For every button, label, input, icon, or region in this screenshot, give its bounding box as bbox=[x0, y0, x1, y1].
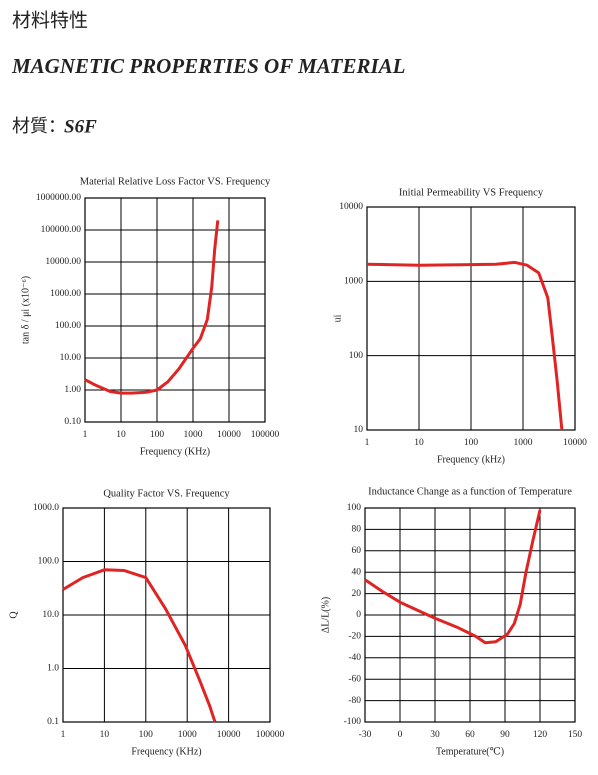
x-axis-label: Frequency (kHz) bbox=[437, 454, 505, 465]
y-tick-label: 100 bbox=[349, 351, 364, 361]
x-tick-label: 1000 bbox=[514, 438, 533, 448]
x-tick-label: 0 bbox=[398, 730, 403, 740]
x-tick-label: 1000 bbox=[178, 730, 197, 740]
x-axis-label: Frequency (KHz) bbox=[131, 746, 201, 757]
x-tick-label: 90 bbox=[500, 730, 510, 740]
title-zh: 材料特性 bbox=[12, 9, 88, 31]
x-tick-label: 10 bbox=[116, 430, 126, 440]
y-tick-label: 100000.00 bbox=[41, 225, 82, 235]
x-tick-label: 10000 bbox=[217, 430, 241, 440]
y-tick-label: 0.10 bbox=[64, 417, 81, 427]
x-tick-label: 100 bbox=[139, 730, 154, 740]
y-tick-label: 100.00 bbox=[55, 321, 81, 331]
y-tick-label: 1000.0 bbox=[33, 503, 59, 513]
y-axis-label: tan δ / μi (x10⁻⁶) bbox=[20, 276, 31, 344]
y-axis-label: Q bbox=[8, 611, 19, 619]
x-tick-label: 100 bbox=[150, 430, 165, 440]
y-tick-label: 1000 bbox=[344, 277, 363, 287]
y-tick-label: 10 bbox=[354, 425, 364, 435]
plot-area bbox=[84, 197, 266, 423]
x-tick-label: 10000 bbox=[563, 438, 587, 448]
y-tick-label: 0.1 bbox=[47, 717, 59, 727]
x-tick-label: 100000 bbox=[256, 730, 285, 740]
title-en: MAGNETIC PROPERTIES OF MATERIAL bbox=[11, 54, 405, 78]
y-axis-label: ui bbox=[332, 314, 343, 322]
material-label: 材質： bbox=[12, 116, 66, 136]
y-tick-label: 1000.00 bbox=[50, 289, 81, 299]
y-tick-label: 10.0 bbox=[42, 610, 59, 620]
chart-title: Initial Permeability VS Frequency bbox=[399, 187, 544, 198]
x-axis-label: Frequency (KHz) bbox=[140, 446, 210, 457]
x-tick-label: 1 bbox=[61, 730, 66, 740]
y-tick-label: -100 bbox=[344, 717, 362, 727]
y-tick-label: -80 bbox=[348, 696, 361, 706]
y-tick-label: 80 bbox=[352, 525, 362, 535]
x-tick-label: 10 bbox=[414, 438, 424, 448]
y-tick-label: -60 bbox=[348, 674, 361, 684]
x-tick-label: 1 bbox=[365, 438, 370, 448]
chart-title: Material Relative Loss Factor VS. Freque… bbox=[80, 176, 271, 187]
data-line bbox=[62, 568, 217, 723]
x-tick-label: 100000 bbox=[251, 430, 280, 440]
x-tick-label: 150 bbox=[568, 730, 583, 740]
x-tick-label: 60 bbox=[465, 730, 475, 740]
data-line bbox=[84, 220, 220, 395]
y-tick-label: 100.0 bbox=[38, 557, 60, 567]
x-tick-label: -30 bbox=[359, 730, 372, 740]
data-line bbox=[366, 260, 564, 431]
material-name: S6F bbox=[64, 116, 97, 137]
x-axis-label: Temperature(℃) bbox=[436, 746, 504, 757]
y-tick-label: 1.00 bbox=[64, 385, 81, 395]
x-tick-label: 1000 bbox=[184, 430, 203, 440]
y-tick-label: 10000.00 bbox=[45, 257, 81, 267]
chart-title: Inductance Change as a function of Tempe… bbox=[368, 486, 572, 497]
y-tick-label: 60 bbox=[352, 546, 362, 556]
y-tick-label: 20 bbox=[352, 589, 362, 599]
y-tick-label: 10000 bbox=[339, 202, 363, 212]
x-tick-label: 30 bbox=[430, 730, 440, 740]
x-tick-label: 10 bbox=[100, 730, 110, 740]
chart-title: Quality Factor VS. Frequency bbox=[103, 488, 230, 499]
x-tick-label: 120 bbox=[533, 730, 548, 740]
y-tick-label: 40 bbox=[352, 567, 362, 577]
y-tick-label: -40 bbox=[348, 653, 361, 663]
y-tick-label: 100 bbox=[347, 503, 362, 513]
y-tick-label: 1.0 bbox=[47, 664, 59, 674]
data-line bbox=[364, 509, 542, 645]
x-tick-label: 10000 bbox=[217, 730, 241, 740]
y-tick-label: 0 bbox=[356, 610, 361, 620]
y-tick-label: 10.00 bbox=[60, 353, 82, 363]
y-axis-label: ΔL/L(%) bbox=[320, 597, 331, 633]
x-tick-label: 100 bbox=[464, 438, 479, 448]
x-tick-label: 1 bbox=[83, 430, 88, 440]
y-tick-label: -20 bbox=[348, 632, 361, 642]
y-tick-label: 1000000.00 bbox=[36, 193, 81, 203]
